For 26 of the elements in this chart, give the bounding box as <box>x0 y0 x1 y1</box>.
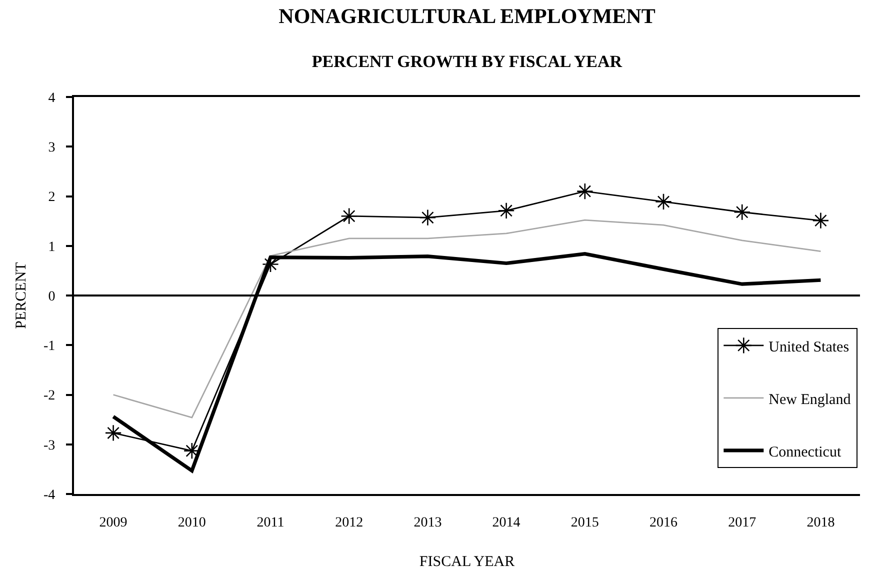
x-tick-label: 2012 <box>335 516 364 531</box>
legend-label: United States <box>768 339 850 356</box>
chart-title: NONAGRICULTURAL EMPLOYMENT <box>278 4 656 28</box>
x-tick-label: 2017 <box>728 516 756 531</box>
y-tick-label: -3 <box>44 438 56 454</box>
x-tick-label: 2009 <box>99 516 128 531</box>
x-tick-label: 2014 <box>492 516 520 531</box>
chart-subtitle: PERCENT GROWTH BY FISCAL YEAR <box>312 52 623 71</box>
y-tick-label: 0 <box>48 289 56 304</box>
x-axis-title: FISCAL YEAR <box>419 554 515 570</box>
x-tick-label: 2015 <box>570 516 599 531</box>
y-tick-label: 3 <box>48 140 56 156</box>
y-tick-label: -4 <box>44 488 56 503</box>
legend-label: New England <box>768 392 852 408</box>
x-tick-label: 2013 <box>414 516 442 531</box>
y-tick-label: -1 <box>44 339 56 354</box>
legend-label: Connecticut <box>768 444 842 460</box>
y-tick-label: 1 <box>48 240 56 255</box>
x-tick-label: 2016 <box>650 516 678 531</box>
y-axis-title: PERCENT <box>13 262 30 329</box>
x-tick-label: 2010 <box>178 516 206 531</box>
y-tick-label: 4 <box>48 90 56 106</box>
x-tick-label: 2018 <box>806 516 835 531</box>
y-tick-label: 2 <box>48 190 56 206</box>
y-tick-label: -2 <box>44 388 56 404</box>
x-tick-label: 2011 <box>256 516 284 531</box>
